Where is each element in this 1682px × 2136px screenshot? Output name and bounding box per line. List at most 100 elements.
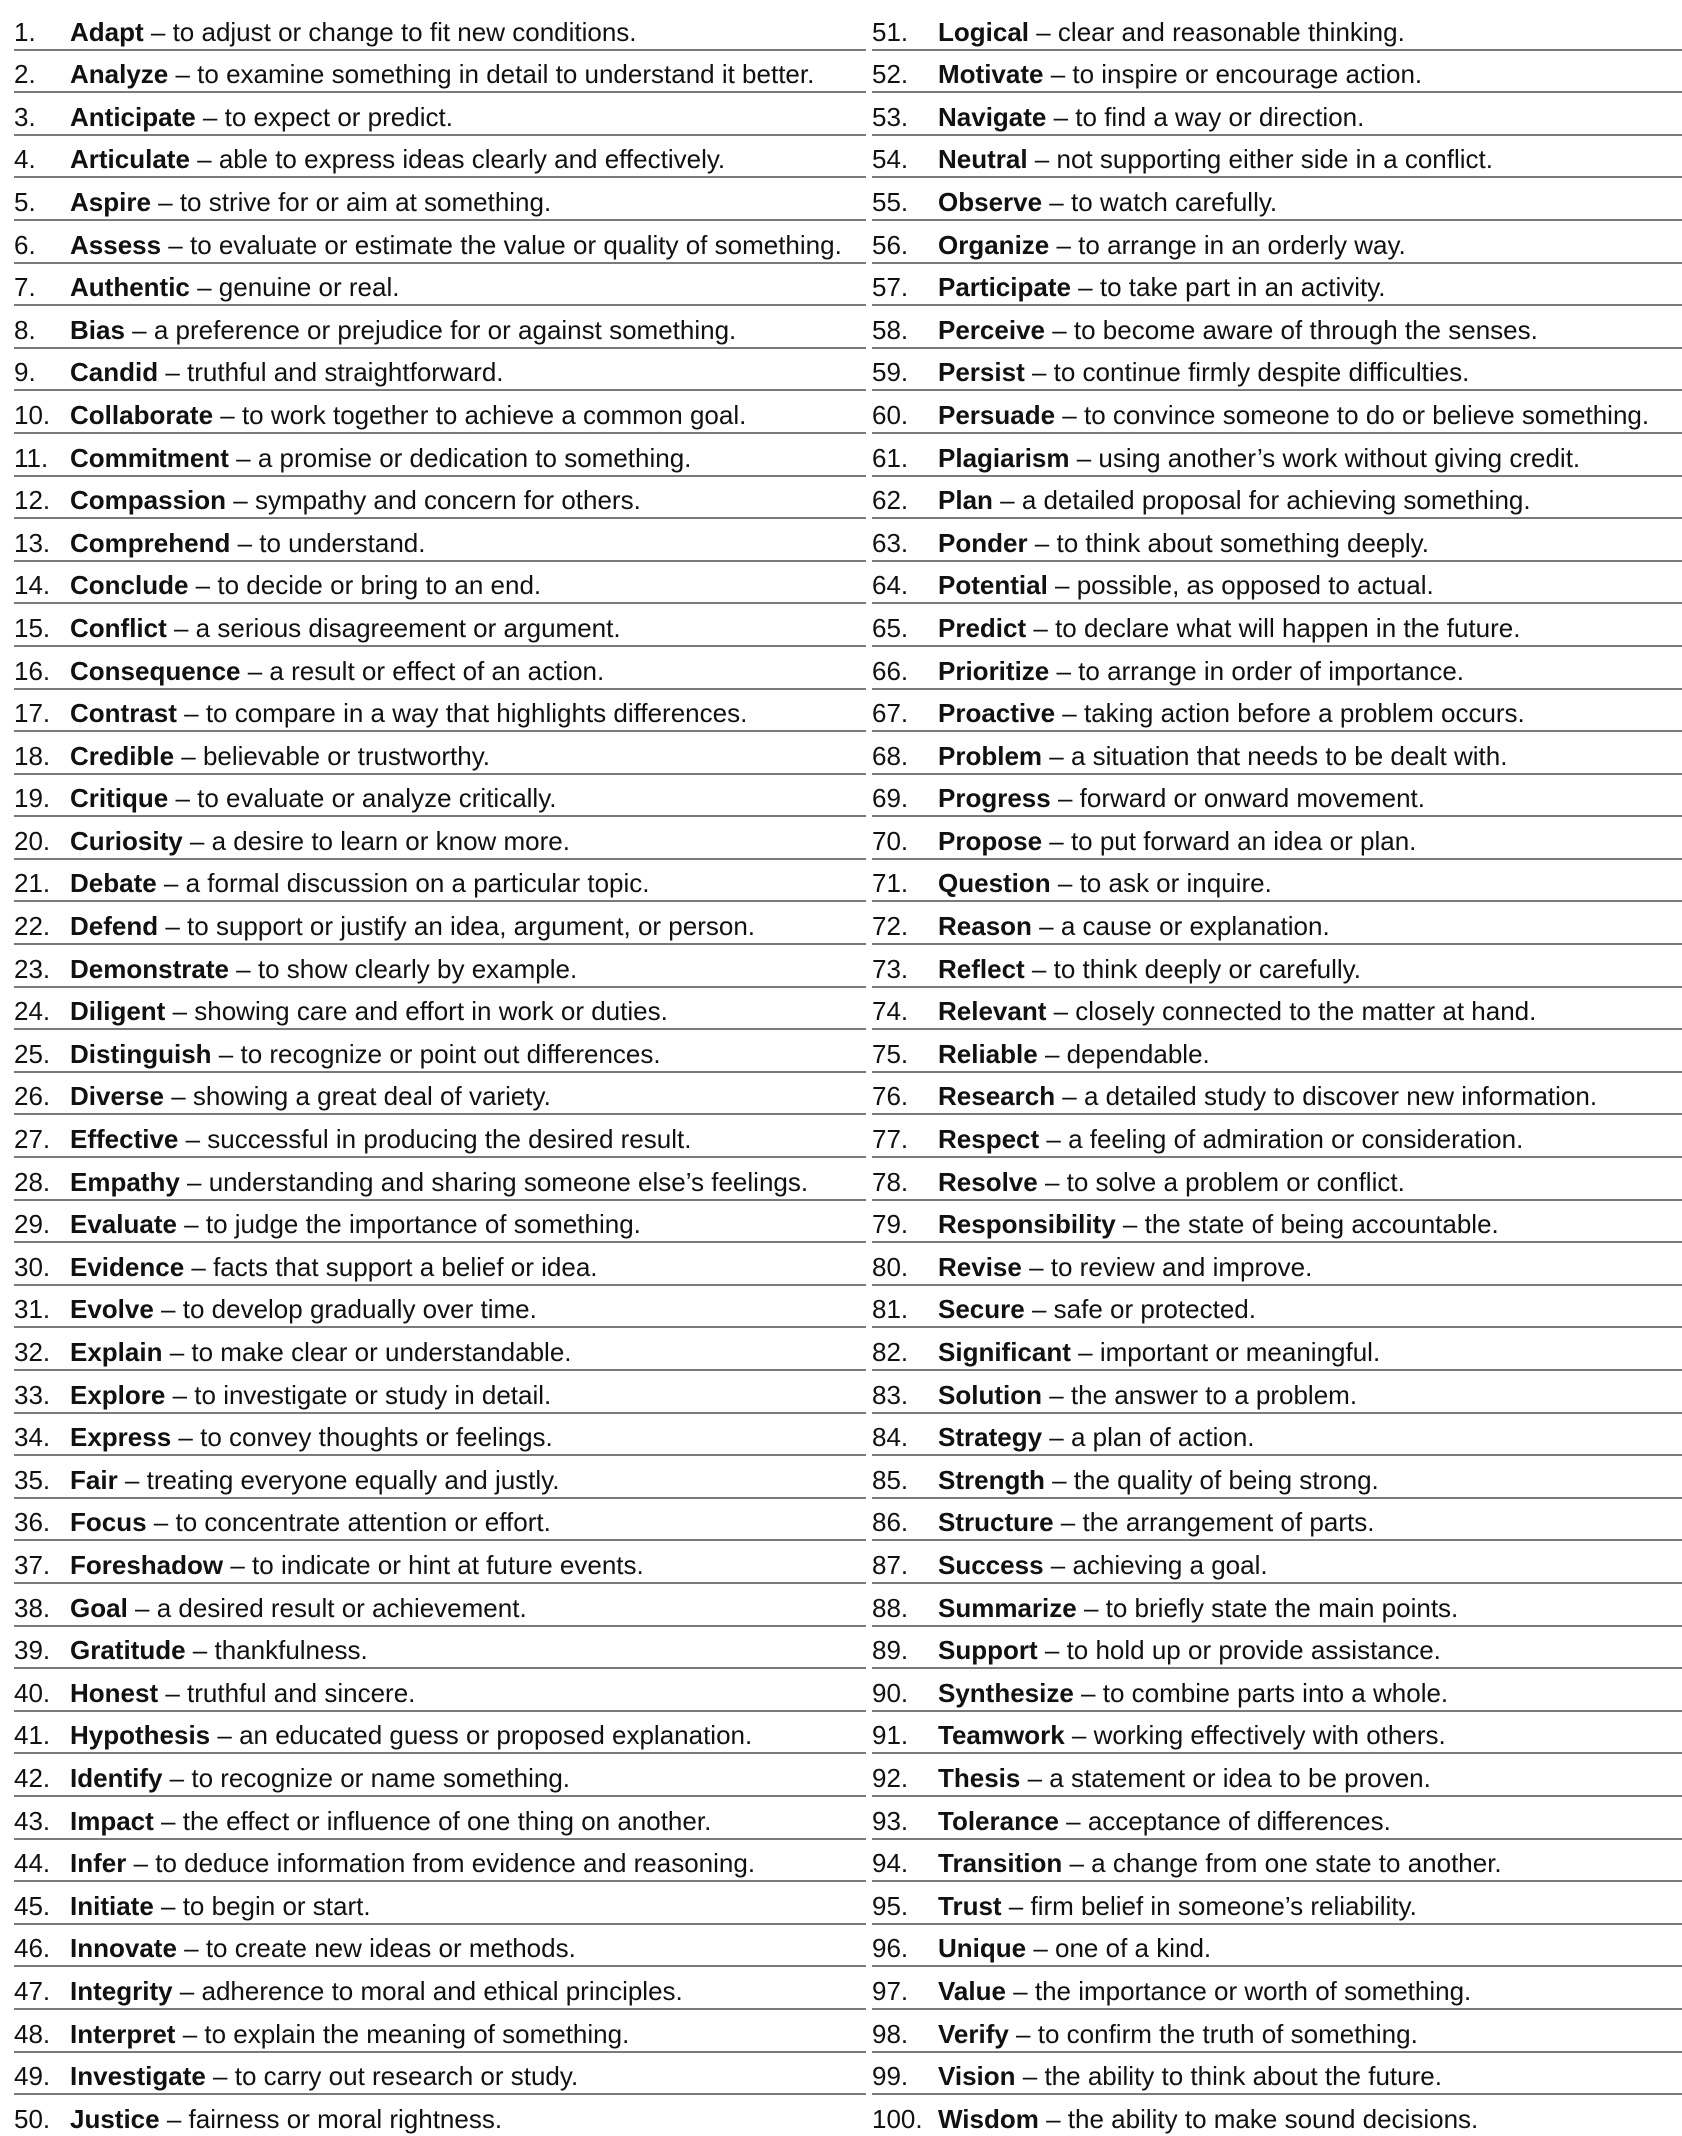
entry-definition: – to declare what will happen in the fut… (1026, 612, 1521, 643)
vocabulary-entry: 86. Structure – the arrangement of parts. (872, 1499, 1682, 1542)
vocabulary-column-left: 1. Adapt – to adjust or change to fit new… (14, 8, 866, 2136)
entry-definition: – a desired result or achievement. (127, 1592, 527, 1623)
entry-definition: – not supporting either side in a confli… (1027, 144, 1493, 175)
entry-definition: – to carry out research or study. (205, 2061, 579, 2092)
entry-term: Identify (70, 1762, 163, 1793)
entry-term: Summarize (938, 1592, 1077, 1623)
entry-definition: – to deduce information from evidence an… (126, 1848, 756, 1879)
entry-term: Conflict (70, 612, 167, 643)
entry-term: Commitment (70, 442, 229, 473)
entry-definition: – showing care and effort in work or dut… (165, 996, 668, 1027)
entry-definition: – one of a kind. (1026, 1933, 1212, 1964)
entry-number: 81. (872, 1294, 909, 1325)
vocabulary-entry: 66. Prioritize – to arrange in order of i… (872, 647, 1682, 690)
entry-term: Resolve (938, 1166, 1038, 1197)
entry-definition: – to adjust or change to fit new conditi… (143, 16, 637, 47)
entry-definition: – safe or protected. (1024, 1294, 1256, 1325)
entry-definition: – to combine parts into a whole. (1073, 1677, 1449, 1708)
entry-term: Articulate (70, 144, 190, 175)
entry-term: Neutral (938, 144, 1028, 175)
entry-definition: – to concentrate attention or effort. (146, 1507, 551, 1538)
entry-number: 97. (872, 1975, 909, 2006)
entry-term: Tolerance (938, 1805, 1059, 1836)
entry-number: 17. (14, 698, 51, 729)
vocabulary-entry: 34. Express – to convey thoughts or feeli… (14, 1414, 866, 1457)
entry-term: Gratitude (70, 1635, 186, 1666)
entry-definition: – the answer to a problem. (1041, 1379, 1358, 1410)
entry-number: 12. (14, 485, 51, 516)
entry-definition: – adherence to moral and ethical princip… (172, 1975, 683, 2006)
entry-definition: – to hold up or provide assistance. (1037, 1635, 1441, 1666)
entry-definition: – a change from one state to another. (1062, 1848, 1502, 1879)
vocabulary-entry: 88. Summarize – to briefly state the main… (872, 1584, 1682, 1627)
entry-definition: – to indicate or hint at future events. (223, 1549, 644, 1580)
entry-number: 43. (14, 1805, 51, 1836)
vocabulary-entry: 7. Authentic – genuine or real. (14, 264, 866, 307)
entry-number: 23. (14, 953, 51, 984)
entry-term: Thesis (938, 1762, 1021, 1793)
entry-number: 35. (14, 1464, 51, 1495)
entry-number: 9. (14, 357, 36, 388)
vocabulary-entry: 67. Proactive – taking action before a pr… (872, 690, 1682, 733)
entry-term: Success (938, 1549, 1044, 1580)
entry-term: Ponder (938, 527, 1028, 558)
entry-definition: – to take part in an activity. (1070, 272, 1386, 303)
entry-number: 91. (872, 1720, 909, 1751)
vocabulary-entry: 18. Credible – believable or trustworthy. (14, 732, 866, 775)
entry-number: 65. (872, 612, 909, 643)
entry-term: Credible (70, 740, 175, 771)
vocabulary-entry: 15. Conflict – a serious disagreement or … (14, 604, 866, 647)
entry-definition: – genuine or real. (189, 272, 400, 303)
entry-definition: – to recognize or name something. (162, 1762, 571, 1793)
entry-number: 95. (872, 1890, 909, 1921)
entry-number: 88. (872, 1592, 909, 1623)
entry-term: Comprehend (70, 527, 231, 558)
entry-definition: – to recognize or point out differences. (211, 1038, 661, 1069)
entry-number: 40. (14, 1677, 51, 1708)
entry-number: 47. (14, 1975, 51, 2006)
vocabulary-entry: 36. Focus – to concentrate attention or e… (14, 1499, 866, 1542)
vocabulary-entry: 98. Verify – to confirm the truth of some… (872, 2010, 1682, 2053)
entry-term: Propose (938, 825, 1043, 856)
vocabulary-entry: 93. Tolerance – acceptance of differences… (872, 1797, 1682, 1840)
entry-number: 86. (872, 1507, 909, 1538)
entry-term: Foreshadow (70, 1549, 224, 1580)
entry-definition: – to inspire or encourage action. (1043, 59, 1423, 90)
vocabulary-entry: 19. Critique – to evaluate or analyze cri… (14, 775, 866, 818)
vocabulary-entry: 70. Propose – to put forward an idea or p… (872, 817, 1682, 860)
entry-term: Infer (70, 1848, 127, 1879)
entry-definition: – the quality of being strong. (1044, 1464, 1379, 1495)
entry-definition: – a promise or dedication to something. (228, 442, 692, 473)
entry-term: Value (938, 1975, 1006, 2006)
entry-number: 4. (14, 144, 36, 175)
entry-definition: – to expect or predict. (195, 101, 453, 132)
vocabulary-entry: 56. Organize – to arrange in an orderly w… (872, 221, 1682, 264)
entry-term: Relevant (938, 996, 1047, 1027)
entry-term: Trust (938, 1890, 1002, 1921)
entry-number: 44. (14, 1848, 51, 1879)
entry-definition: – to strive for or aim at something. (150, 186, 552, 217)
entry-term: Navigate (938, 101, 1047, 132)
entry-number: 16. (14, 655, 51, 686)
entry-number: 37. (14, 1549, 51, 1580)
entry-definition: – firm belief in someone’s reliability. (1001, 1890, 1417, 1921)
vocabulary-entry: 47. Integrity – adherence to moral and et… (14, 1967, 866, 2010)
entry-term: Respect (938, 1124, 1040, 1155)
entry-term: Logical (938, 16, 1030, 47)
entry-term: Honest (70, 1677, 159, 1708)
entry-number: 58. (872, 314, 909, 345)
entry-definition: – acceptance of differences. (1058, 1805, 1391, 1836)
entry-definition: – understanding and sharing someone else… (179, 1166, 809, 1197)
entry-definition: – facts that support a belief or idea. (184, 1251, 598, 1282)
vocabulary-entry: 21. Debate – a formal discussion on a par… (14, 860, 866, 903)
vocabulary-entry: 54. Neutral – not supporting either side … (872, 136, 1682, 179)
vocabulary-entry: 92. Thesis – a statement or idea to be pr… (872, 1754, 1682, 1797)
entry-number: 24. (14, 996, 51, 1027)
entry-number: 18. (14, 740, 51, 771)
entry-term: Hypothesis (70, 1720, 211, 1751)
entry-term: Empathy (70, 1166, 180, 1197)
entry-definition: – to show clearly by example. (228, 953, 578, 984)
entry-number: 3. (14, 101, 36, 132)
entry-term: Proactive (938, 698, 1056, 729)
vocabulary-entry: 33. Explore – to investigate or study in … (14, 1371, 866, 1414)
